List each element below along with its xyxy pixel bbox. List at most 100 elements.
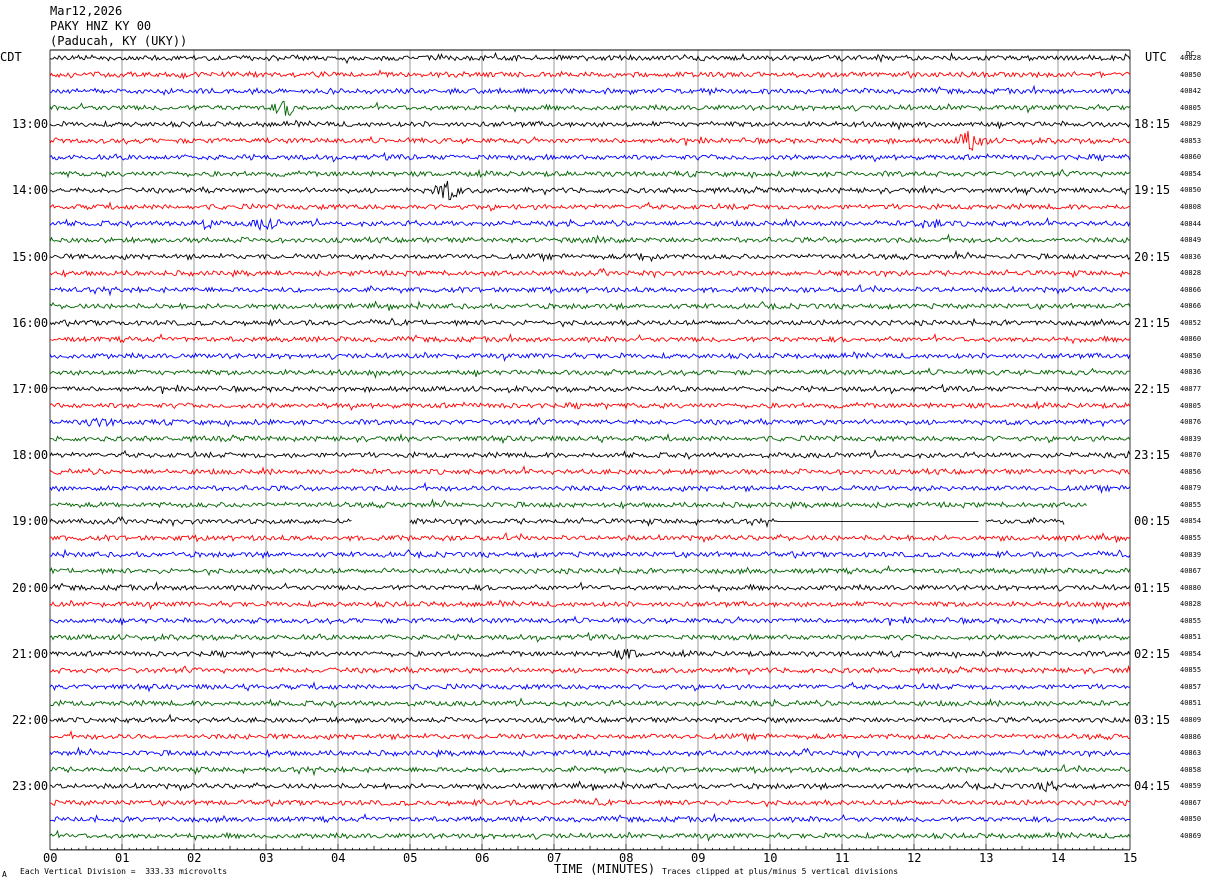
trace-16 — [49, 317, 1131, 328]
hour-label-left: 15:00 — [12, 249, 49, 264]
hour-label-left: 17:00 — [12, 382, 49, 396]
hour-label-left: 21:00 — [12, 646, 49, 661]
hour-label-left: 22:00 — [12, 713, 49, 727]
x-tick-label: 08 — [619, 850, 634, 865]
header-location: (Paducah, KY (UKY)) — [50, 34, 188, 48]
trace-31 — [49, 564, 1131, 577]
trace-44 — [49, 779, 1131, 793]
hour-label-left: 13:00 — [12, 117, 49, 132]
left-zone-label: CDT — [0, 50, 22, 64]
dc-offset: 40828 — [1180, 600, 1202, 609]
dc-offset: 40876 — [1180, 418, 1202, 427]
dc-offset: 40839 — [1180, 434, 1202, 443]
trace-17 — [49, 332, 1131, 345]
dc-offset: 40855 — [1180, 616, 1202, 625]
trace-11 — [49, 233, 1131, 244]
trace-39 — [49, 697, 1131, 709]
dc-offset: 40877 — [1180, 385, 1202, 393]
dc-offset: 40867 — [1180, 798, 1202, 807]
hour-label-right: 20:15 — [1134, 249, 1171, 264]
dc-offset: 40828 — [1180, 54, 1202, 62]
trace-23 — [49, 432, 1131, 445]
trace-3 — [49, 100, 1131, 117]
trace-22 — [49, 417, 1131, 428]
trace-4 — [49, 119, 1131, 131]
hour-label-left: 23:00 — [12, 779, 49, 794]
hour-label-left: 20:00 — [12, 580, 49, 595]
dc-offset: 40849 — [1180, 236, 1202, 245]
trace-41 — [49, 729, 1131, 743]
hour-label-left: 14:00 — [12, 183, 49, 198]
hour-label-right: 01:15 — [1134, 580, 1171, 595]
hour-label-left: 19:00 — [12, 514, 49, 529]
hour-label-left: 18:00 — [12, 448, 49, 463]
right-zone-label: UTC — [1145, 50, 1167, 64]
trace-29 — [49, 532, 1131, 544]
dc-offset: 40858 — [1180, 765, 1202, 774]
dc-offset: 40829 — [1180, 120, 1202, 129]
trace-46 — [49, 812, 1131, 824]
x-tick-label: 00 — [43, 850, 58, 865]
x-tick-label: 09 — [691, 850, 706, 865]
trace-12 — [49, 249, 1131, 263]
trace-7 — [49, 168, 1131, 180]
dc-offset: 40856 — [1180, 467, 1202, 476]
trace-13 — [49, 267, 1131, 279]
x-tick-label: 05 — [403, 850, 418, 865]
trace-43 — [49, 763, 1131, 777]
scale-note: Each Vertical Division = 333.33 microvol… — [20, 867, 228, 876]
trace-15 — [49, 300, 1131, 312]
trace-36 — [49, 648, 1131, 661]
dc-offset: 40850 — [1180, 70, 1202, 79]
minute-grid — [49, 49, 1131, 844]
seismic-traces — [49, 51, 1131, 842]
dc-offset: 40852 — [1180, 318, 1202, 327]
dc-offset: 40859 — [1180, 782, 1202, 791]
trace-18 — [49, 351, 1131, 363]
dc-offset: 40855 — [1180, 500, 1202, 509]
dc-offset: 40853 — [1180, 136, 1202, 145]
x-tick-label: 11 — [835, 850, 850, 865]
dc-offset: 40855 — [1180, 666, 1202, 675]
dc-offset: 40851 — [1180, 699, 1202, 708]
x-tick-label: 03 — [259, 850, 274, 865]
clip-note: Traces clipped at plus/minus 5 vertical … — [662, 867, 899, 876]
hour-label-right: 18:15 — [1134, 117, 1171, 132]
trace-0 — [49, 51, 1131, 65]
dc-offset: 40863 — [1180, 749, 1202, 758]
trace-19 — [49, 367, 1131, 379]
dc-offset: 40850 — [1180, 351, 1202, 360]
trace-25 — [49, 465, 1131, 476]
dc-offset: 40886 — [1180, 732, 1202, 741]
hour-label-right: 02:15 — [1134, 646, 1171, 661]
dc-offset: 40836 — [1180, 252, 1202, 261]
trace-35 — [49, 631, 1131, 643]
x-tick-label: 01 — [115, 850, 130, 865]
hour-label-right: 00:15 — [1134, 514, 1171, 529]
x-tick-label: 06 — [475, 850, 490, 865]
dc-offset: 40850 — [1180, 186, 1202, 195]
trace-45 — [49, 797, 1131, 808]
dc-offset: 40879 — [1180, 484, 1202, 493]
trace-14 — [50, 283, 1131, 297]
trace-2 — [49, 84, 1131, 97]
hour-label-right: 22:15 — [1134, 382, 1171, 396]
x-axis-label: TIME (MINUTES) — [554, 862, 656, 876]
trace-38 — [49, 681, 1131, 693]
trace-32 — [49, 581, 1131, 593]
dc-offset: 40809 — [1180, 716, 1202, 724]
trace-34 — [49, 615, 1131, 626]
dc-offset: 40828 — [1180, 269, 1202, 278]
trace-9 — [49, 201, 1131, 212]
trace-37 — [49, 664, 1131, 676]
hour-label-left: 16:00 — [12, 315, 49, 330]
trace-8 — [49, 180, 1131, 201]
dc-offset: 40805 — [1180, 401, 1202, 410]
dc-offset: 40836 — [1180, 368, 1202, 377]
dc-offset: 40857 — [1180, 682, 1202, 691]
dc-offset: 40854 — [1180, 649, 1202, 658]
dc-offset: 40844 — [1180, 219, 1202, 228]
x-axis — [49, 843, 1131, 851]
hour-label-right: 04:15 — [1134, 779, 1171, 794]
x-tick-label: 04 — [331, 850, 346, 865]
